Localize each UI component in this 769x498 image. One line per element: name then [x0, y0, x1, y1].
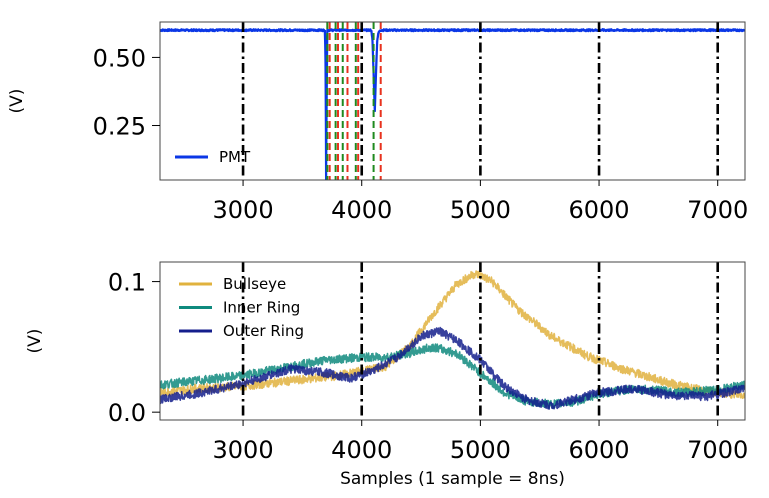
y-tick-label: 0.50 — [93, 44, 146, 72]
legend-label: PMT — [219, 148, 251, 166]
legend-label: Inner Ring — [223, 299, 300, 317]
x-tick-label: 4000 — [331, 196, 392, 224]
series-line-outer-ring — [160, 326, 745, 410]
pmt-panel: 3000 4000 5000 6000 7000 0.25 0.50 (V) PMT — [7, 21, 748, 224]
x-axis-label: Samples (1 sample = 8ns) — [340, 469, 565, 489]
x-tick-label: 5000 — [450, 436, 511, 464]
rings-panel: 3000 4000 5000 6000 7000 0.0 0.1 (V) Samples (1 … — [25, 261, 748, 489]
x-tick-label: 4000 — [331, 436, 392, 464]
series-line-inner-ring — [160, 343, 745, 410]
x-tick-label: 7000 — [687, 436, 748, 464]
y-axis-label: (V) — [7, 89, 27, 114]
x-tick-label: 7000 — [687, 196, 748, 224]
plot-area — [160, 22, 745, 180]
y-tick-label: 0.1 — [108, 269, 146, 297]
plot-frame — [159, 261, 746, 421]
y-axis-label: (V) — [25, 329, 45, 354]
x-tick-label: 3000 — [213, 196, 274, 224]
plot-area — [160, 262, 745, 420]
x-tick-label: 3000 — [213, 436, 274, 464]
y-tick-label: 0.25 — [93, 113, 146, 141]
plot-frame — [159, 21, 746, 181]
x-tick-label: 5000 — [450, 196, 511, 224]
series-line-bullseye — [160, 270, 745, 400]
x-tick-label: 6000 — [569, 196, 630, 224]
legend-label: Outer Ring — [223, 322, 304, 340]
x-tick-label: 6000 — [569, 436, 630, 464]
legend-label: Bullseye — [223, 275, 286, 293]
y-tick-label: 0.0 — [108, 399, 146, 427]
